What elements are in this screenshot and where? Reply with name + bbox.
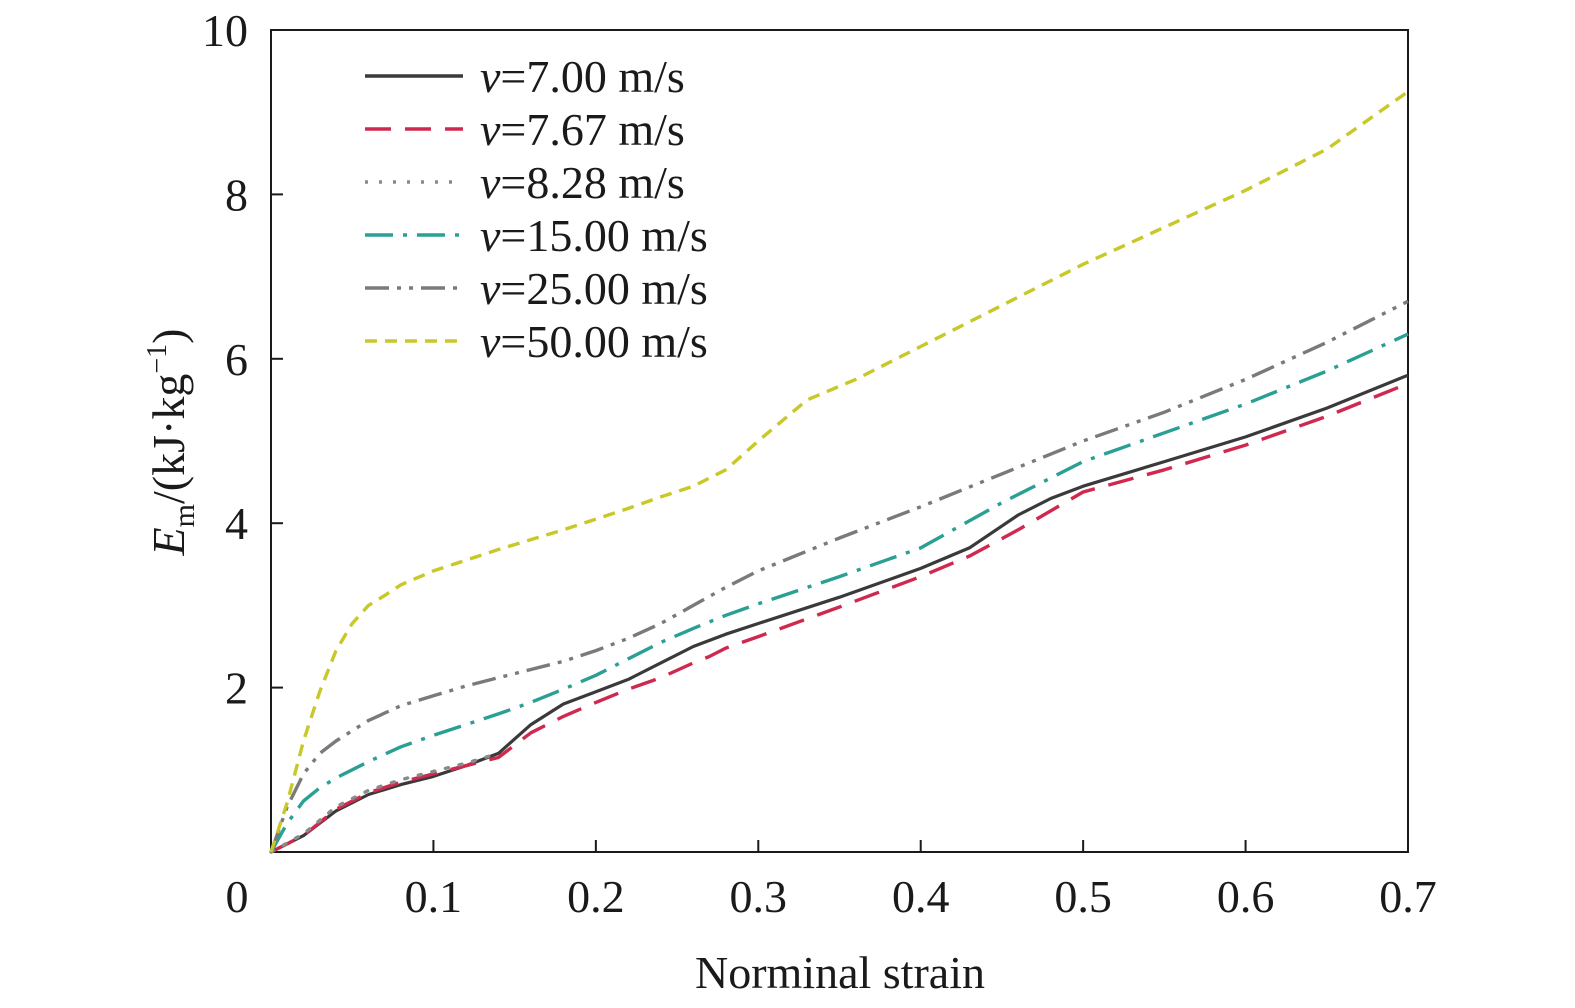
legend: v=7.00 m/sv=7.67 m/sv=8.28 m/sv=15.00 m/… [365,51,708,367]
y-axis-title-subscript: m [168,504,201,527]
legend-value: =15.00 m/s [500,210,707,261]
series-line-5 [269,299,1409,853]
x-axis-title: Norminal strain [695,947,985,998]
y-tick-label: 4 [225,498,248,549]
tick-layer [271,193,1247,852]
x-tick-label: 0.2 [567,871,625,922]
x-tick-label: 0.7 [1379,871,1437,922]
legend-var: v [480,210,501,261]
series-line-2 [270,381,1409,854]
series-line-6 [269,90,1409,853]
plot-area [269,29,1409,854]
legend-value: =7.00 m/s [500,51,684,102]
series-line-4 [269,332,1409,853]
legend-label-4: v=15.00 m/s [480,210,708,261]
legend-value: =7.67 m/s [500,104,684,155]
y-axis-title: Em/(kJ·kg−1) [142,329,201,557]
legend-value: =25.00 m/s [500,263,707,314]
legend-var: v [480,157,501,208]
series-line-1 [270,373,1409,854]
y-axis-title-close: ) [143,329,194,344]
x-tick-label: 0.1 [405,871,463,922]
y-tick-label: 8 [225,169,248,220]
y-tick-label: 6 [225,334,248,385]
x-tick-labels: 0 0.1 0.2 0.3 0.4 0.5 0.6 0.7 [226,871,1437,922]
legend-label-2: v=7.67 m/s [480,104,685,155]
legend-var: v [480,51,501,102]
x-tick-label: 0.4 [892,871,950,922]
series-line-3 [269,751,501,854]
y-tick-label: 10 [202,5,248,56]
x-tick-label: 0.6 [1217,871,1275,922]
y-tick-labels: 2 4 6 8 10 [202,5,248,714]
y-axis-title-superscript: −1 [142,344,173,374]
legend-var: v [480,316,501,367]
legend-label-6: v=50.00 m/s [480,316,708,367]
x-tick-label: 0.5 [1054,871,1112,922]
series-layer [269,90,1409,854]
legend-value: =8.28 m/s [500,157,684,208]
legend-label-5: v=25.00 m/s [480,263,708,314]
plot-frame [270,29,1409,853]
y-axis-title-unit: /(kJ·kg [143,374,194,504]
y-tick-label: 2 [225,663,248,714]
legend-label-3: v=8.28 m/s [480,157,685,208]
legend-label-1: v=7.00 m/s [480,51,685,102]
y-axis-title-var: E [143,527,194,556]
legend-var: v [480,263,501,314]
legend-var: v [480,104,501,155]
x-tick-label: 0 [226,871,249,922]
x-tick-label: 0.3 [730,871,788,922]
legend-value: =50.00 m/s [500,316,707,367]
